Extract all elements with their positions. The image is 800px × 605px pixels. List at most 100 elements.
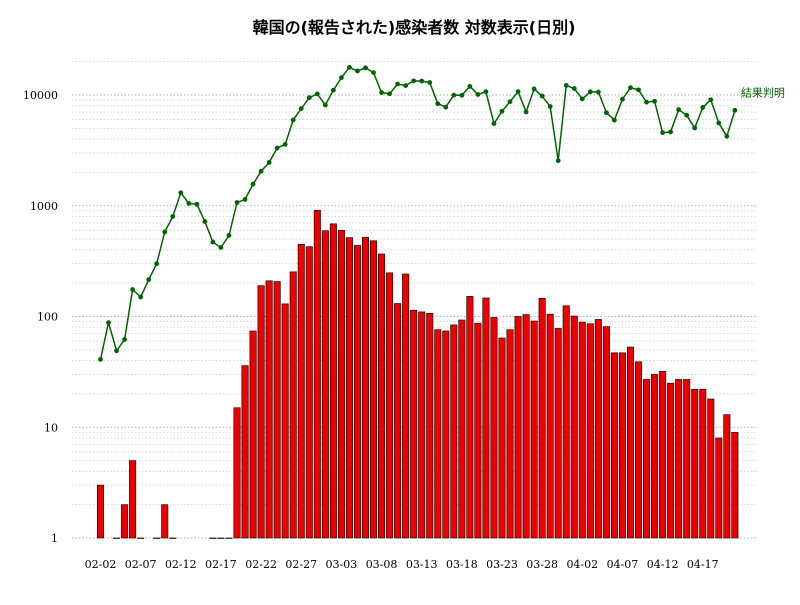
line-point xyxy=(507,99,513,105)
line-point xyxy=(563,83,569,88)
line-point xyxy=(210,239,216,245)
y-tick-label: 10 xyxy=(44,421,58,434)
line-point xyxy=(620,96,625,102)
line-point xyxy=(668,129,674,135)
bar xyxy=(626,346,634,539)
line-point xyxy=(266,160,272,165)
bar xyxy=(378,253,386,539)
bar xyxy=(490,317,498,539)
x-tick-label: 02-22 xyxy=(245,558,277,571)
line-point xyxy=(98,356,103,362)
x-tick-label: 03-18 xyxy=(446,558,478,571)
line-point xyxy=(716,120,722,126)
line-point xyxy=(371,70,376,76)
line-point xyxy=(587,89,593,95)
bar xyxy=(121,504,129,539)
line-point xyxy=(531,86,537,92)
bar xyxy=(482,297,490,539)
line-point xyxy=(603,110,609,116)
bar xyxy=(643,379,651,539)
y-axis-tick-labels: 1 10 100 1000 10000 xyxy=(23,89,58,545)
line-point xyxy=(242,197,248,202)
line-point xyxy=(250,181,256,187)
bar xyxy=(113,537,121,539)
line-point xyxy=(387,91,392,97)
line-point xyxy=(419,78,425,84)
line-point xyxy=(106,320,111,326)
line-point xyxy=(130,287,136,292)
x-tick-label: 04-12 xyxy=(647,558,679,571)
bar xyxy=(265,280,273,539)
bar xyxy=(715,437,723,539)
line-point xyxy=(483,89,489,95)
bar xyxy=(289,271,297,539)
line-point xyxy=(395,81,401,87)
x-axis-tick-labels: 02-02 02-07 02-12 02-17 02-22 02-27 03-03 03-08… xyxy=(85,558,719,571)
bar xyxy=(329,223,337,539)
line-point xyxy=(724,133,730,139)
bar xyxy=(161,504,169,539)
line-point xyxy=(595,89,601,95)
bar xyxy=(514,316,522,539)
bar xyxy=(297,243,305,539)
line-point xyxy=(459,92,465,98)
line-point xyxy=(628,85,633,91)
line-point xyxy=(363,65,368,71)
bar xyxy=(169,537,177,539)
bar xyxy=(442,330,450,539)
line-point xyxy=(218,245,224,250)
bar xyxy=(466,296,474,539)
bar xyxy=(394,303,402,539)
bar xyxy=(474,322,482,539)
x-tick-label: 02-02 xyxy=(85,558,117,571)
line-series xyxy=(98,64,738,362)
line-point xyxy=(122,337,127,342)
line-point xyxy=(435,101,441,107)
line-point xyxy=(443,104,449,110)
bar xyxy=(97,484,105,539)
line-point xyxy=(314,91,320,97)
bar xyxy=(707,398,715,539)
bar xyxy=(723,414,731,539)
bar xyxy=(257,285,265,539)
line-point xyxy=(652,98,657,104)
bar xyxy=(321,230,329,539)
bar xyxy=(217,537,225,539)
bar xyxy=(418,311,426,539)
line-point xyxy=(298,106,304,111)
bar xyxy=(225,537,233,539)
line-point xyxy=(499,108,505,114)
line-point xyxy=(194,201,200,207)
bar xyxy=(538,297,546,539)
bar xyxy=(522,314,530,539)
bar xyxy=(233,407,241,539)
bar xyxy=(683,379,691,539)
line-point xyxy=(330,87,336,93)
line-point xyxy=(114,348,119,354)
bar xyxy=(554,328,562,539)
bar xyxy=(699,389,707,539)
line-point xyxy=(612,117,617,123)
bar xyxy=(610,352,618,539)
bar xyxy=(691,389,699,539)
x-tick-label: 02-12 xyxy=(165,558,197,571)
bar xyxy=(370,240,378,539)
bar xyxy=(562,305,570,539)
line-point xyxy=(170,214,176,219)
bar xyxy=(137,537,145,539)
bar xyxy=(426,312,434,539)
bar xyxy=(305,246,313,539)
line-point xyxy=(700,105,706,110)
line-path xyxy=(99,66,736,360)
line-series-label: 結果判明 xyxy=(741,85,785,99)
bar xyxy=(209,537,217,539)
bar xyxy=(586,323,594,539)
line-point xyxy=(226,232,232,238)
line-point xyxy=(403,83,409,88)
x-tick-label: 04-07 xyxy=(607,558,639,571)
bar xyxy=(546,313,554,539)
line-point xyxy=(138,294,144,300)
line-point xyxy=(427,80,433,85)
line-point xyxy=(692,125,698,131)
x-tick-label: 03-23 xyxy=(486,558,518,571)
